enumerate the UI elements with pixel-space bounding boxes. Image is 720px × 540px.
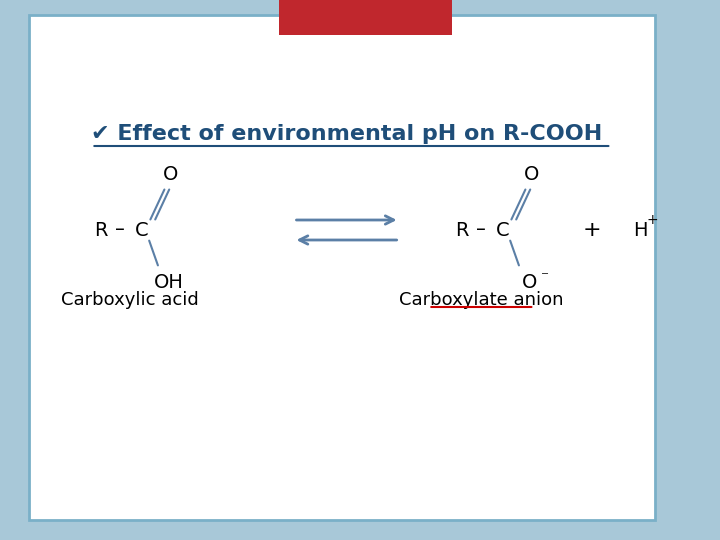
Text: C: C (135, 220, 148, 240)
Text: Carboxylate anion: Carboxylate anion (399, 291, 564, 309)
Text: O: O (523, 165, 539, 185)
Text: +: + (647, 213, 659, 227)
Text: –: – (115, 220, 125, 240)
Text: R: R (455, 220, 469, 240)
Text: ⁻: ⁻ (541, 269, 549, 285)
Text: O: O (163, 165, 178, 185)
Text: Carboxylic acid: Carboxylic acid (61, 291, 199, 309)
Text: R: R (94, 220, 108, 240)
Text: C: C (495, 220, 509, 240)
Text: ✔ Effect of environmental pH on R-COOH: ✔ Effect of environmental pH on R-COOH (91, 124, 603, 144)
Text: +: + (582, 220, 601, 240)
Text: OH: OH (153, 273, 184, 292)
Bar (279, 0, 452, 35)
Text: O: O (522, 273, 537, 292)
Text: –: – (477, 220, 486, 240)
Text: H: H (633, 220, 647, 240)
